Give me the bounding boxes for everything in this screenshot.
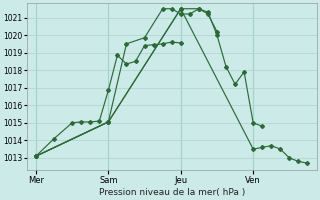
X-axis label: Pression niveau de la mer( hPa ): Pression niveau de la mer( hPa ): [99, 188, 245, 197]
